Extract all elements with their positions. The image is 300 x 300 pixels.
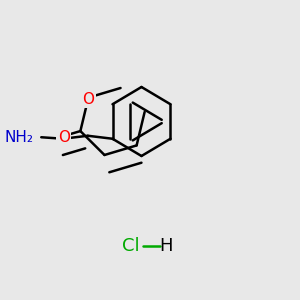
Text: O: O (82, 92, 94, 106)
Text: Cl: Cl (122, 237, 140, 255)
Text: O: O (58, 130, 70, 145)
Text: NH₂: NH₂ (5, 130, 34, 145)
Text: H: H (160, 237, 173, 255)
